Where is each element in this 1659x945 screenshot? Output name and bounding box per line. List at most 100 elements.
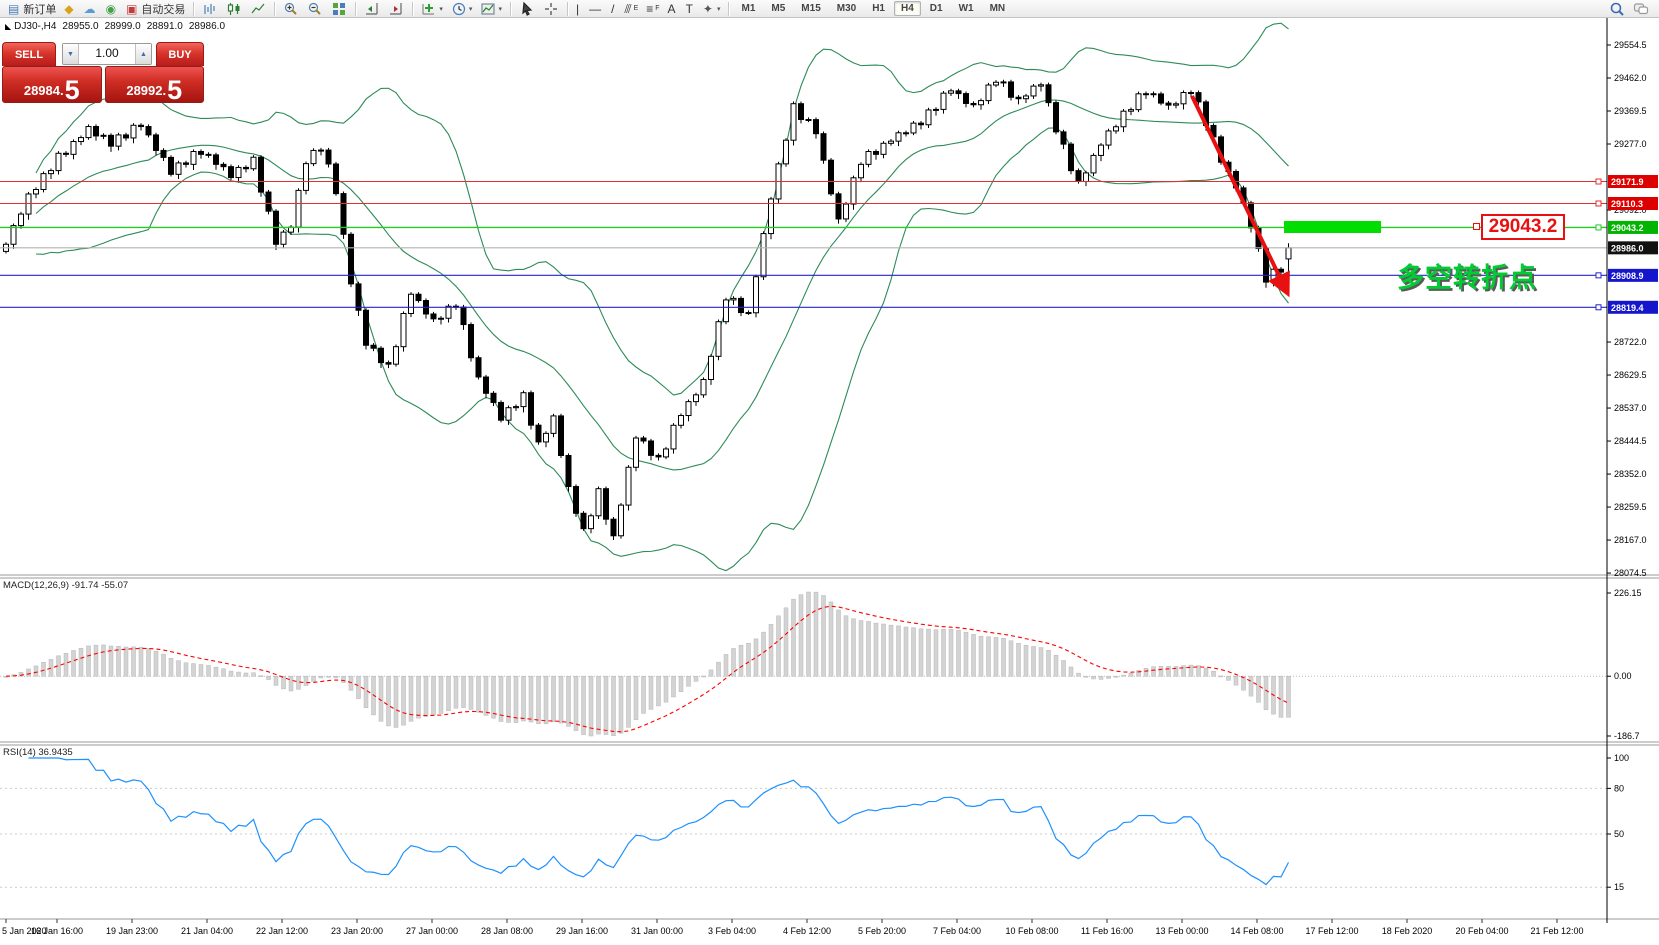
time-tick: 3 Feb 04:00	[708, 926, 756, 936]
text-label-icon[interactable]: T	[685, 1, 693, 16]
time-tick: 28 Jan 08:00	[481, 926, 533, 936]
volume-stepper[interactable]: ▼ 1.00 ▲	[62, 43, 152, 65]
candlestick-chart-icon[interactable]	[223, 1, 245, 17]
search-icon[interactable]	[1606, 1, 1628, 17]
price-tick: 29369.5	[1614, 106, 1647, 116]
time-tick: 16 Jan 16:00	[31, 926, 83, 936]
text-icon[interactable]: A	[667, 1, 676, 16]
sell-price-pip: 5	[64, 74, 80, 105]
time-tick: 27 Jan 00:00	[406, 926, 458, 936]
timeframe-m1[interactable]: M1	[741, 3, 756, 14]
toolbar-right-group	[1605, 1, 1653, 17]
signals-icon[interactable]: ◉	[105, 1, 117, 16]
zoom-out-icon[interactable]	[304, 1, 326, 17]
timeframe-d1[interactable]: D1	[929, 3, 943, 14]
buy-price-pip: 5	[167, 74, 183, 105]
price-tick: 28444.5	[1614, 436, 1647, 446]
rsi-label: RSI(14) 36.9435	[3, 747, 73, 758]
timeframe-h1[interactable]: H1	[872, 3, 885, 14]
equidistant-channel-icon[interactable]: ⫻ E	[624, 1, 639, 16]
buy-button[interactable]: BUY	[156, 42, 204, 66]
zoom-in-icon[interactable]	[280, 1, 302, 17]
price-label-text: 28908.9	[1611, 271, 1644, 281]
timeframe-m15[interactable]: M15	[801, 3, 821, 14]
dropdown-caret-icon[interactable]: ▾	[439, 5, 443, 13]
auto-scroll-icon[interactable]	[361, 1, 383, 17]
timeframe-w1[interactable]: W1	[958, 3, 974, 14]
trend-arrow[interactable]	[1190, 95, 1290, 298]
rsi-tick: 100	[1614, 753, 1629, 763]
time-tick: 5 Feb 20:00	[858, 926, 906, 936]
toolbar-separator	[566, 1, 568, 16]
macd-tick: -186.7	[1614, 731, 1640, 741]
bollinger-bands	[35, 22, 1289, 572]
time-tick: 4 Feb 12:00	[783, 926, 831, 936]
horizontal-level-lines[interactable]	[0, 178, 1607, 311]
arrows-icon[interactable]: ✦ ▾	[702, 1, 721, 16]
new-order-button-label: 新订单	[23, 3, 57, 16]
periods-icon[interactable]: ▾	[448, 1, 476, 17]
dropdown-caret-icon[interactable]: ▾	[468, 5, 473, 13]
sell-price[interactable]: 28984. 5	[2, 66, 102, 103]
toolbar-separator	[412, 1, 414, 16]
symbol-info: ◣ DJ30-,H4 28955.0 28999.0 28891.0 28986.0	[5, 21, 231, 32]
buy-price-main: 28992.	[126, 83, 167, 98]
line-handle[interactable]	[1595, 304, 1602, 311]
tile-windows-icon[interactable]	[328, 1, 350, 17]
time-tick: 5 Jan 2020	[2, 926, 47, 936]
volume-decrease-button[interactable]: ▼	[63, 44, 79, 64]
timeframe-mn[interactable]: MN	[989, 3, 1006, 14]
sell-button[interactable]: SELL	[2, 42, 56, 66]
bar-chart-icon[interactable]	[199, 1, 221, 17]
chart-shift-icon[interactable]	[385, 1, 407, 17]
line-handle[interactable]	[1595, 272, 1602, 279]
autotrading-button-label: 自动交易	[141, 3, 186, 16]
timeframe-m5[interactable]: M5	[771, 3, 786, 14]
autotrading-button[interactable]: ▣ 自动交易	[126, 1, 186, 16]
volume-value[interactable]: 1.00	[95, 46, 119, 60]
crosshair-icon[interactable]	[540, 1, 562, 17]
community-icon[interactable]: ☁	[83, 1, 96, 16]
line-handle[interactable]	[1595, 224, 1602, 231]
trendline-icon[interactable]: /	[611, 1, 615, 16]
chart-icon: ◣	[5, 22, 12, 31]
time-tick: 21 Feb 12:00	[1530, 926, 1583, 936]
ohlc-low: 28891.0	[146, 21, 183, 32]
buy-price[interactable]: 28992. 5	[104, 66, 204, 105]
market-icon[interactable]: ◆	[64, 1, 74, 16]
line-handle[interactable]	[1595, 200, 1602, 207]
time-tick: 18 Feb 2020	[1382, 926, 1433, 936]
price-label-text: 29171.9	[1611, 177, 1644, 187]
cursor-icon[interactable]	[516, 1, 538, 17]
price-label-text: 29043.2	[1611, 223, 1644, 233]
time-tick: 21 Jan 04:00	[181, 926, 233, 936]
timeframe-m30[interactable]: M30	[836, 3, 857, 14]
line-chart-icon[interactable]	[247, 1, 269, 17]
dropdown-caret-icon[interactable]: ▾	[498, 5, 502, 13]
line-handle[interactable]	[1595, 178, 1602, 185]
price-label-28986.0	[1608, 241, 1658, 255]
dropdown-caret-icon[interactable]: ▾	[716, 5, 721, 13]
price-tick: 29462.0	[1614, 73, 1647, 83]
fibonacci-icon[interactable]: ≡ F	[646, 1, 660, 16]
vertical-line-icon[interactable]: |	[575, 1, 580, 16]
chat-icon[interactable]	[1630, 1, 1652, 17]
turning-point-text[interactable]: 多空转折点	[1397, 263, 1537, 293]
rsi-line	[28, 757, 1290, 886]
price-tag-label[interactable]: 29043.2	[1481, 214, 1565, 240]
volume-increase-button[interactable]: ▲	[135, 44, 151, 64]
price-tick: 28352.0	[1614, 469, 1647, 479]
time-tick: 20 Feb 04:00	[1455, 926, 1508, 936]
price-tag-anchor	[1473, 223, 1480, 230]
macd-label: MACD(12,26,9) -91.74 -55.07	[3, 580, 129, 591]
templates-icon[interactable]: ▾	[477, 1, 505, 17]
price-label-28819.4	[1608, 300, 1658, 314]
timeframe-h4[interactable]: H4	[894, 1, 921, 16]
highlight-rectangle[interactable]	[1284, 221, 1381, 233]
symbol-name: DJ30-,H4	[14, 21, 57, 32]
new-order-button[interactable]: ▤ 新订单	[8, 1, 57, 16]
horizontal-line-icon[interactable]: —	[589, 1, 602, 16]
indicators-icon[interactable]: ▾	[418, 1, 446, 17]
time-tick: 17 Feb 12:00	[1305, 926, 1358, 936]
